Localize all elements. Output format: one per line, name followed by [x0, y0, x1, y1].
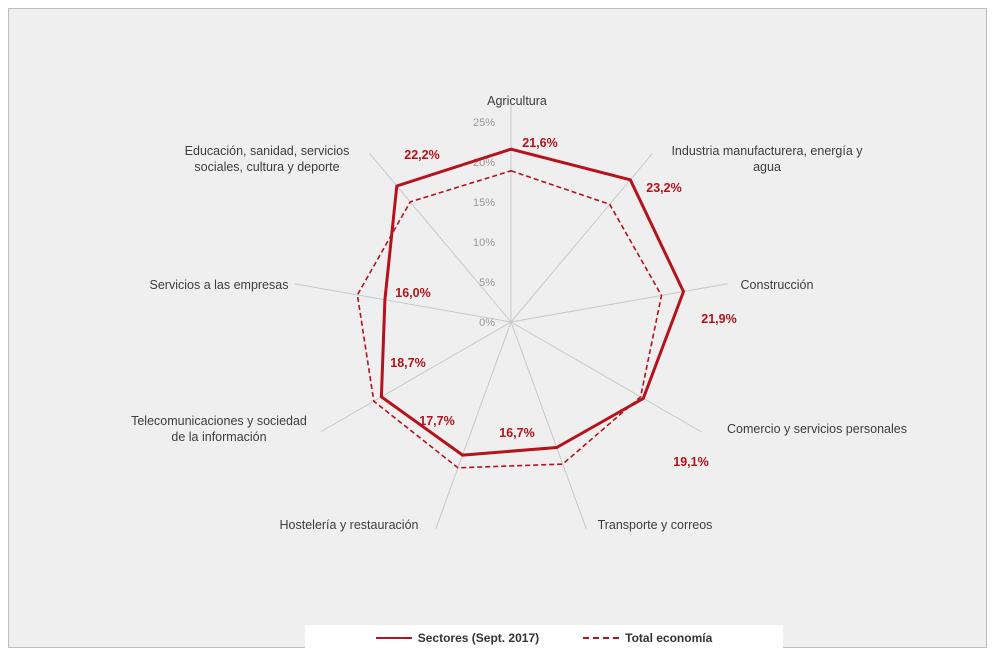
- category-label: Educación, sanidad, servicios sociales, c…: [185, 144, 350, 174]
- legend-label-total: Total economía: [625, 631, 713, 645]
- radial-tick-label: 25%: [473, 117, 495, 129]
- series-sectores-line: [379, 147, 685, 457]
- legend-swatch-solid: [375, 637, 412, 639]
- category-label: Construcción: [741, 278, 814, 292]
- chart-frame: 0% 5% 10% 15% 20% 25% Agricultura Industria ma…: [8, 8, 987, 651]
- category-label: Servicios a las empresas: [150, 278, 289, 292]
- spoke-line: [294, 283, 512, 323]
- data-label: 22,2%: [404, 148, 439, 162]
- radial-tick-label: 10%: [473, 237, 495, 249]
- spoke-line: [369, 153, 512, 323]
- category-label: Hostelería y restauración: [280, 518, 419, 532]
- radial-tick-label: 15%: [473, 197, 495, 209]
- spoke-line: [510, 321, 702, 433]
- category-label: Transporte y correos: [598, 518, 713, 532]
- data-label: 23,2%: [646, 181, 681, 195]
- legend-swatch-dashed: [583, 637, 620, 639]
- data-label: 17,7%: [419, 414, 454, 428]
- spoke-line: [510, 283, 728, 323]
- spokes-layer: [294, 102, 728, 529]
- legend-item-total: Total economía: [583, 631, 712, 645]
- legend-item-sectores: Sectores (Sept. 2017): [375, 631, 540, 645]
- spoke-line: [320, 321, 512, 433]
- data-label: 21,6%: [522, 136, 557, 150]
- data-label: 18,7%: [390, 356, 425, 370]
- category-label: Industria manufacturera, energía y agua: [671, 144, 863, 174]
- series-layer: [356, 147, 685, 469]
- data-label: 16,0%: [395, 286, 430, 300]
- category-label: Telecomunicaciones y sociedad de la infor…: [131, 414, 307, 444]
- spoke-line: [435, 321, 512, 529]
- category-label: Agricultura: [487, 94, 547, 108]
- radial-tick-label: 5%: [479, 277, 495, 289]
- legend-label-sectores: Sectores (Sept. 2017): [417, 631, 540, 645]
- spoke-line: [510, 321, 587, 529]
- radial-tick-label: 0%: [479, 317, 495, 329]
- value-labels-layer: 21,6% 23,2% 21,9% 19,1% 16,7% 17,7% 18,7% 16,0%…: [390, 136, 736, 469]
- series-total-line: [356, 170, 663, 469]
- data-label: 21,9%: [701, 312, 736, 326]
- data-label: 19,1%: [673, 455, 708, 469]
- legend: Sectores (Sept. 2017) Total economía: [305, 625, 783, 651]
- radial-ticks-layer: 0%5%10%15%20%25%: [473, 117, 495, 329]
- data-label: 16,7%: [499, 426, 534, 440]
- category-label: Comercio y servicios personales: [727, 422, 907, 436]
- category-labels-layer: Agricultura Industria manufacturera, ener…: [131, 94, 907, 532]
- spoke-line: [510, 153, 653, 323]
